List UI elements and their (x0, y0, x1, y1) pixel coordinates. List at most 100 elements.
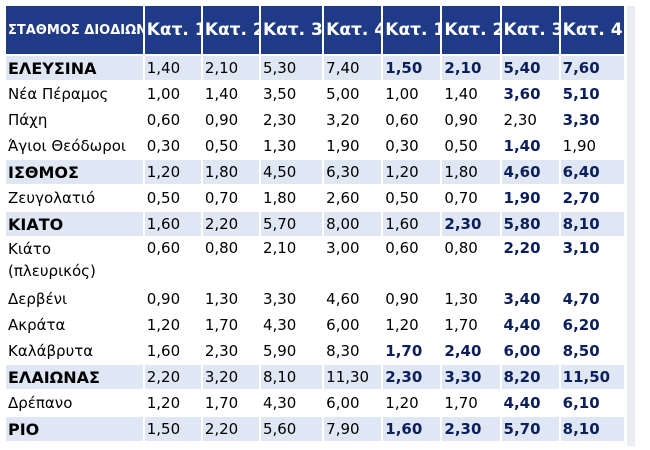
price-cell: 4,30 (260, 391, 323, 415)
price-cell: 5,30 (260, 56, 323, 80)
price-cell: 8,50 (560, 339, 624, 363)
price-cell: 0,60 (383, 108, 441, 132)
table-row: ΕΛΑΙΩΝΑΣ 2,20 3,20 8,10 11,30 2,30 3,30 8,20 11,… (6, 365, 624, 389)
price-cell: 0,50 (383, 186, 441, 210)
station-name: ΕΛΕΥΣΙΝΑ (6, 56, 143, 80)
station-name: Νέα Πέραμος (6, 82, 143, 106)
price-cell: 1,30 (202, 287, 259, 311)
price-cell: 8,10 (560, 212, 624, 236)
price-cell: 2,60 (324, 186, 382, 210)
station-name: Κιάτο (πλευρικός) (6, 238, 143, 285)
price-cell: 3,20 (324, 108, 382, 132)
price-cell: 1,80 (442, 160, 500, 184)
station-name: Καλάβρυτα (6, 339, 143, 363)
price-cell: 5,40 (501, 56, 559, 80)
price-cell: 1,30 (260, 134, 323, 158)
table-row: Άγιοι Θεόδωροι 0,30 0,50 1,30 1,90 0,30 0,50 1,… (6, 134, 624, 158)
table-row: ΚΙΑΤΟ 1,60 2,20 5,70 8,00 1,60 2,30 5,80 8,10 (6, 212, 624, 236)
price-cell: 0,50 (202, 134, 259, 158)
header-category: Κατ. 1 (383, 6, 441, 54)
price-cell: 1,60 (383, 212, 441, 236)
price-cell: 1,20 (144, 391, 201, 415)
price-cell: 5,00 (324, 82, 382, 106)
header-category: Κατ. 3 (260, 6, 323, 54)
price-cell: 1,90 (501, 186, 559, 210)
price-cell: 6,00 (324, 313, 382, 337)
table-row: Δρέπανο 1,20 1,70 4,30 6,00 1,20 1,70 4,40 6,10 (6, 391, 624, 415)
station-name: Πάχη (6, 108, 143, 132)
table-row: ΙΣΘΜΟΣ 1,20 1,80 4,50 6,30 1,20 1,80 4,60 6,40 (6, 160, 624, 184)
price-cell: 1,40 (202, 82, 259, 106)
price-cell: 1,60 (144, 212, 201, 236)
price-cell: 5,90 (260, 339, 323, 363)
price-cell: 0,90 (442, 108, 500, 132)
price-cell: 6,20 (560, 313, 624, 337)
price-cell: 1,20 (144, 313, 201, 337)
price-cell: 6,10 (560, 391, 624, 415)
station-name: ΡΙΟ (6, 417, 143, 441)
price-cell: 1,70 (202, 391, 259, 415)
price-cell: 1,70 (442, 391, 500, 415)
price-cell: 3,50 (260, 82, 323, 106)
price-cell: 2,30 (260, 108, 323, 132)
price-cell: 4,40 (501, 313, 559, 337)
price-cell: 5,70 (260, 212, 323, 236)
price-cell: 2,20 (202, 417, 259, 441)
table-header-row: ΣΤΑΘΜΟΣ ΔΙΟΔΙΩΝ Κατ. 1 Κατ. 2 Κατ. 3 Κατ… (6, 6, 624, 54)
header-category: Κατ. 2 (442, 6, 500, 54)
price-cell: 0,70 (202, 186, 259, 210)
table-row: Καλάβρυτα 1,60 2,30 5,90 8,30 1,70 2,40 6,00 8,5… (6, 339, 624, 363)
price-cell: 1,90 (560, 134, 624, 158)
price-cell: 6,00 (501, 339, 559, 363)
price-cell: 2,20 (501, 238, 559, 285)
price-cell: 2,20 (144, 365, 201, 389)
station-name: Άγιοι Θεόδωροι (6, 134, 143, 158)
table-row: Ακράτα 1,20 1,70 4,30 6,00 1,20 1,70 4,40 6,20 (6, 313, 624, 337)
header-category: Κατ. 3 (501, 6, 559, 54)
price-cell: 2,70 (560, 186, 624, 210)
price-cell: 0,60 (383, 238, 441, 285)
price-cell: 4,40 (501, 391, 559, 415)
price-cell: 8,30 (324, 339, 382, 363)
price-cell: 2,10 (260, 238, 323, 285)
price-cell: 0,60 (144, 108, 201, 132)
price-cell: 4,50 (260, 160, 323, 184)
toll-price-table: ΣΤΑΘΜΟΣ ΔΙΟΔΙΩΝ Κατ. 1 Κατ. 2 Κατ. 3 Κατ… (4, 4, 626, 443)
price-cell: 2,10 (442, 56, 500, 80)
price-cell: 1,00 (383, 82, 441, 106)
price-cell: 7,60 (560, 56, 624, 80)
price-cell: 6,00 (324, 391, 382, 415)
header-category: Κατ. 2 (202, 6, 259, 54)
station-name: Δερβένι (6, 287, 143, 311)
price-cell: 2,40 (442, 339, 500, 363)
price-cell: 2,30 (383, 365, 441, 389)
price-cell: 11,30 (324, 365, 382, 389)
price-cell: 3,30 (560, 108, 624, 132)
price-cell: 3,00 (324, 238, 382, 285)
price-cell: 1,80 (202, 160, 259, 184)
price-cell: 3,20 (202, 365, 259, 389)
price-cell: 5,70 (501, 417, 559, 441)
station-name: ΕΛΑΙΩΝΑΣ (6, 365, 143, 389)
header-category: Κατ. 4 (560, 6, 624, 54)
header-category: Κατ. 1 (144, 6, 201, 54)
price-cell: 1,80 (260, 186, 323, 210)
price-cell: 1,20 (144, 160, 201, 184)
station-name: ΚΙΑΤΟ (6, 212, 143, 236)
price-cell: 1,20 (383, 313, 441, 337)
price-cell: 2,30 (202, 339, 259, 363)
price-cell: 0,30 (144, 134, 201, 158)
table-row: Ζευγολατιό 0,50 0,70 1,80 2,60 0,50 0,70 1,90 2,… (6, 186, 624, 210)
price-cell: 4,60 (501, 160, 559, 184)
price-cell: 0,90 (202, 108, 259, 132)
price-cell: 1,00 (144, 82, 201, 106)
price-cell: 1,70 (383, 339, 441, 363)
station-name: Ακράτα (6, 313, 143, 337)
price-cell: 0,80 (202, 238, 259, 285)
price-cell: 0,90 (383, 287, 441, 311)
table-row: Δερβένι 0,90 1,30 3,30 4,60 0,90 1,30 3,40 4,70 (6, 287, 624, 311)
price-cell: 0,50 (144, 186, 201, 210)
price-cell: 2,30 (442, 212, 500, 236)
table-row: ΕΛΕΥΣΙΝΑ 1,40 2,10 5,30 7,40 1,50 2,10 5,40 7,60 (6, 56, 624, 80)
table-row: ΡΙΟ 1,50 2,20 5,60 7,90 1,60 2,30 5,70 8,10 (6, 417, 624, 441)
